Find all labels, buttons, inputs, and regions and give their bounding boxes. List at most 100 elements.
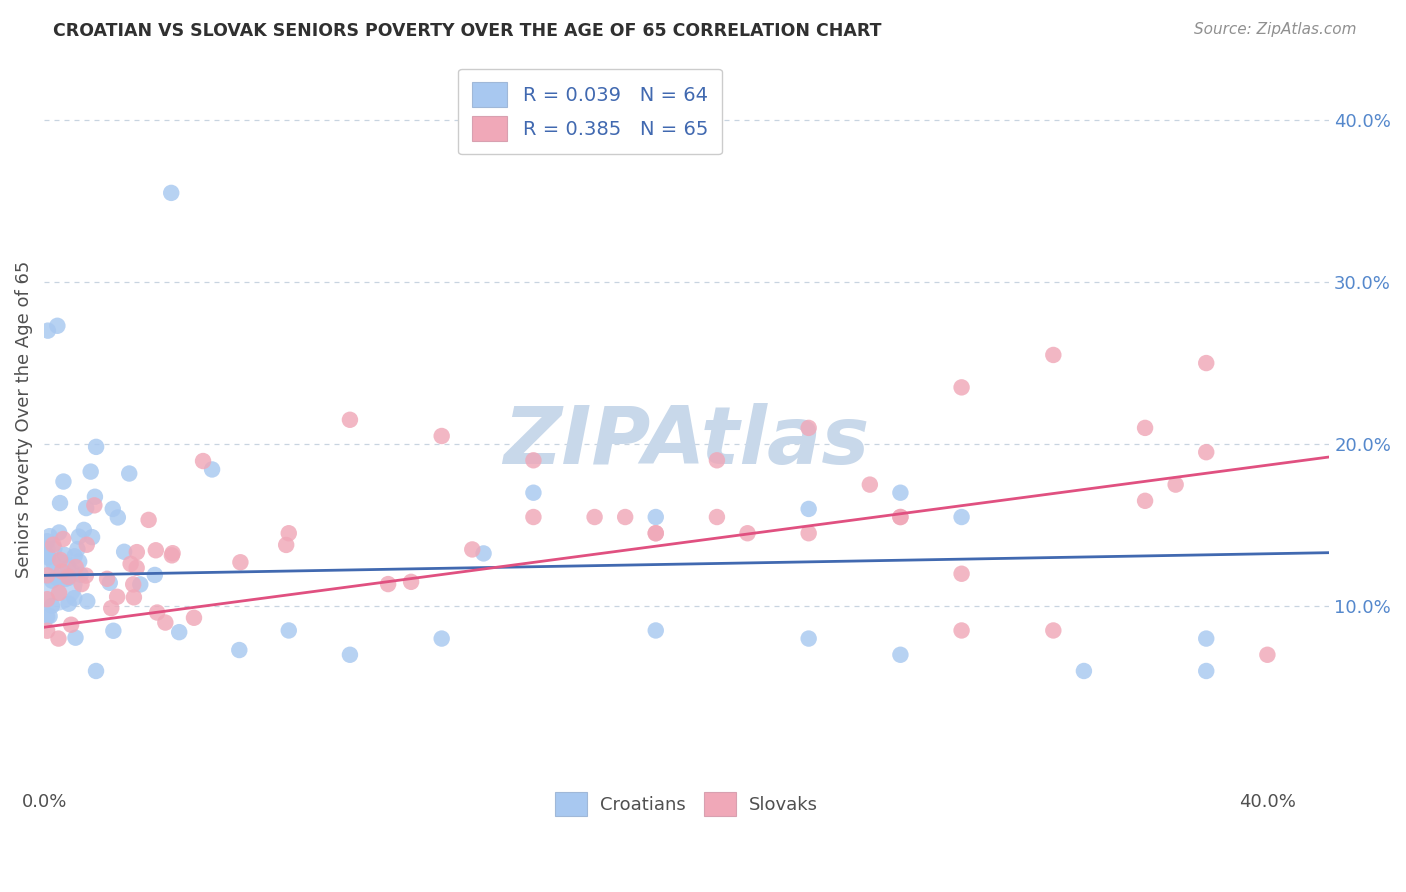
Point [1133, 421, 1156, 435]
Point [65, 631, 87, 645]
Point [889, 510, 911, 524]
Point [38, 609, 60, 624]
Point [67, 530, 90, 544]
Point [228, 643, 250, 657]
Point [146, 606, 169, 620]
Point [69, 567, 91, 582]
Point [583, 510, 606, 524]
Point [58, 597, 80, 611]
Point [58, 571, 80, 585]
Point [84, 664, 107, 678]
Point [38, 529, 60, 543]
Point [63, 591, 86, 606]
Point [80, 530, 103, 544]
Text: Source: ZipAtlas.com: Source: ZipAtlas.com [1194, 22, 1357, 37]
Point [73, 523, 96, 537]
Point [644, 624, 666, 638]
Point [37, 592, 59, 607]
Point [522, 510, 544, 524]
Point [889, 485, 911, 500]
Point [797, 632, 820, 646]
Point [522, 453, 544, 467]
Point [45, 571, 67, 585]
Point [49, 553, 72, 567]
Point [737, 526, 759, 541]
Point [52, 475, 75, 489]
Point [797, 526, 820, 541]
Point [98, 575, 121, 590]
Point [65, 560, 87, 574]
Point [107, 510, 129, 524]
Text: CROATIAN VS SLOVAK SENIORS POVERTY OVER THE AGE OF 65 CORRELATION CHART: CROATIAN VS SLOVAK SENIORS POVERTY OVER … [53, 22, 882, 40]
Point [42, 556, 65, 570]
Point [122, 591, 145, 605]
Point [101, 502, 124, 516]
Point [103, 624, 125, 638]
Point [889, 510, 911, 524]
Point [1164, 477, 1187, 491]
Point [859, 477, 882, 491]
Point [83, 499, 105, 513]
Point [339, 413, 361, 427]
Point [399, 574, 422, 589]
Point [614, 510, 637, 524]
Point [49, 496, 72, 510]
Point [46, 318, 69, 333]
Point [1073, 664, 1095, 678]
Point [797, 502, 820, 516]
Point [37, 541, 59, 556]
Point [67, 555, 90, 569]
Point [201, 462, 224, 476]
Point [66, 542, 89, 557]
Point [1195, 632, 1218, 646]
Point [644, 510, 666, 524]
Point [644, 526, 666, 541]
Point [160, 549, 183, 563]
Point [277, 624, 299, 638]
Point [276, 538, 298, 552]
Point [1195, 445, 1218, 459]
Point [48, 525, 70, 540]
Point [76, 538, 98, 552]
Text: ZIPAtlas: ZIPAtlas [503, 402, 869, 481]
Point [63, 549, 86, 564]
Point [55, 572, 77, 586]
Point [125, 545, 148, 559]
Point [37, 324, 59, 338]
Point [105, 590, 128, 604]
Point [42, 538, 65, 552]
Point [60, 617, 83, 632]
Point [1195, 356, 1218, 370]
Point [229, 555, 252, 569]
Point [183, 611, 205, 625]
Point [1133, 493, 1156, 508]
Point [42, 574, 65, 589]
Point [41, 574, 63, 588]
Point [1042, 624, 1064, 638]
Point [155, 615, 177, 630]
Point [56, 560, 79, 574]
Point [37, 550, 59, 565]
Point [37, 548, 59, 562]
Point [51, 565, 73, 579]
Point [70, 577, 93, 591]
Point [461, 542, 484, 557]
Point [44, 541, 66, 556]
Point [58, 570, 80, 584]
Point [75, 501, 97, 516]
Point [145, 543, 167, 558]
Point [122, 577, 145, 591]
Point [120, 557, 142, 571]
Point [48, 632, 70, 646]
Point [84, 440, 107, 454]
Point [1042, 348, 1064, 362]
Point [79, 465, 101, 479]
Point [53, 548, 76, 562]
Point [950, 566, 973, 581]
Point [96, 572, 118, 586]
Point [125, 561, 148, 575]
Point [191, 454, 214, 468]
Point [430, 429, 453, 443]
Point [37, 609, 59, 624]
Point [41, 599, 63, 613]
